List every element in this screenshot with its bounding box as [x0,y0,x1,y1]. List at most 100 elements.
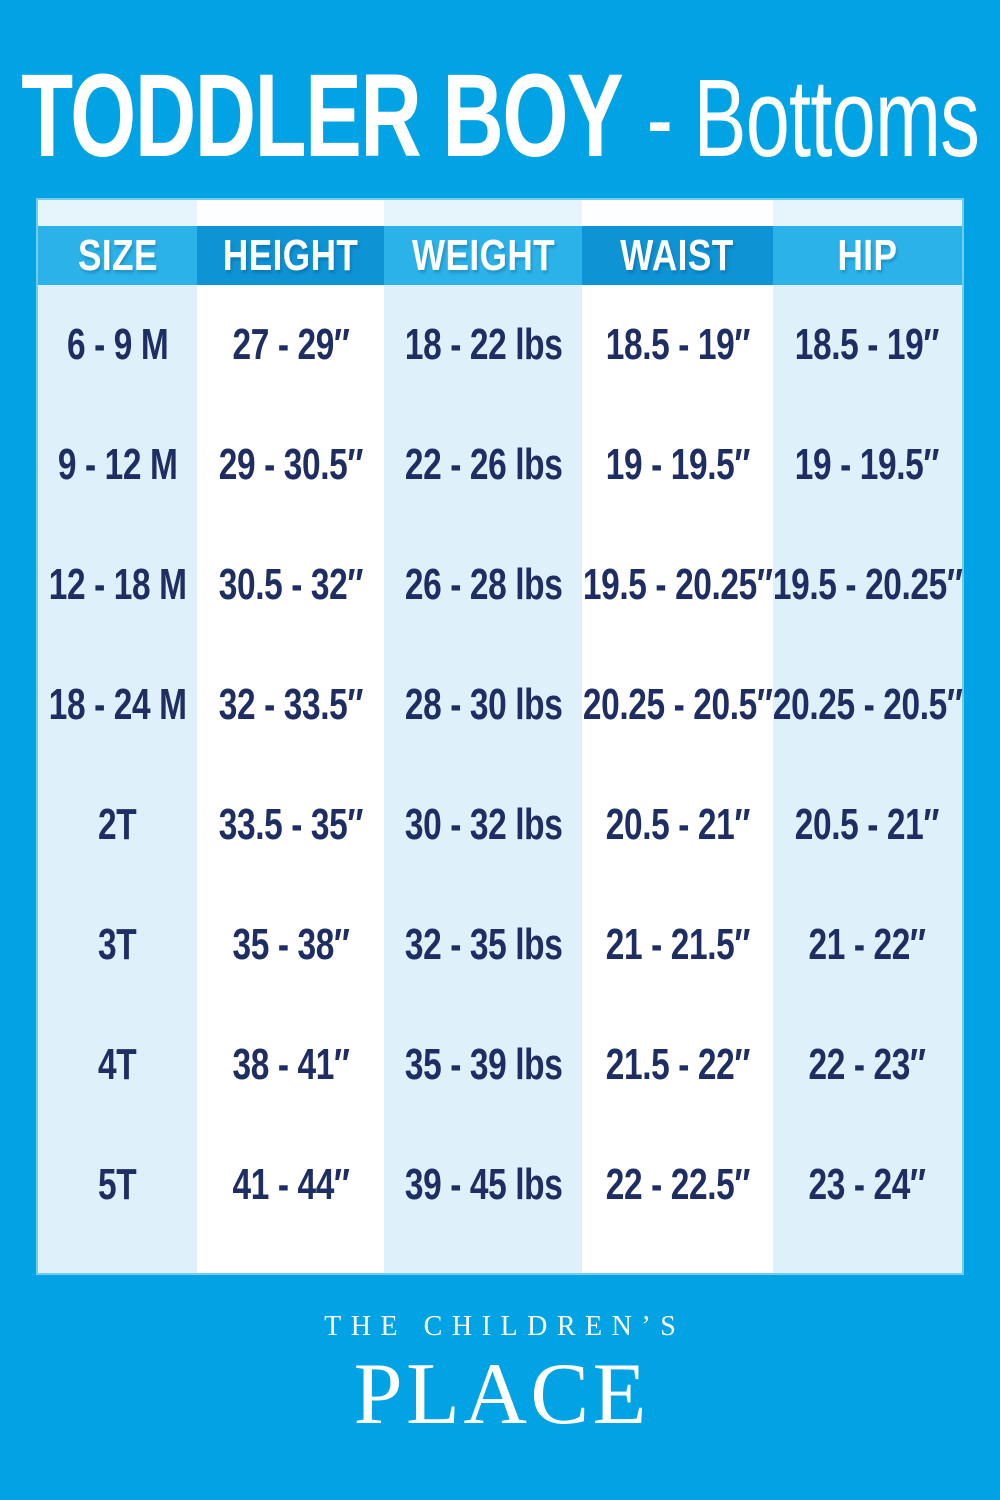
cell-value: 33.5 - 35″ [218,800,364,849]
cell-waist: 19 - 19.5″ [582,405,773,525]
header-cell-weight: WEIGHT [384,226,583,285]
cell-size: 9 - 12 M [38,405,197,525]
cell-size: 5T [38,1125,197,1245]
header-cell-height: HEIGHT [196,226,385,285]
cell-value: 18.5 - 19″ [605,320,750,369]
cell-value: 32 - 35 lbs [404,920,563,969]
cell-value: 3T [98,920,137,969]
header-label-size: SIZE [77,230,158,280]
table-row-5t: 5T 41 - 44″ 39 - 45 lbs 22 - 22.5″ 23 - … [38,1125,962,1245]
header-label-waist: WAIST [620,230,735,280]
cell-value: 19.5 - 20.25″ [582,560,773,609]
cell-value: 28 - 30 lbs [404,680,563,729]
cell-waist: 20.5 - 21″ [582,765,773,885]
cell-value: 21 - 21.5″ [605,920,750,969]
cell-weight: 28 - 30 lbs [384,645,583,765]
brand-logo-line1: THE CHILDREN’S [324,1311,686,1342]
cell-height: 32 - 33.5″ [196,645,385,765]
cell-value: 21 - 22″ [808,920,926,969]
cell-hip: 22 - 23″ [772,1005,962,1125]
cell-value: 27 - 29″ [232,320,350,369]
bottom-strip-cell [582,1245,773,1273]
cell-value: 18.5 - 19″ [795,320,940,369]
cell-value: 19.5 - 20.25″ [772,560,963,609]
cell-value: 35 - 39 lbs [404,1040,563,1089]
cell-value: 30 - 32 lbs [404,800,563,849]
bottom-strip-cell [196,1245,385,1273]
cell-height: 27 - 29″ [196,285,385,405]
table-row-3t: 3T 35 - 38″ 32 - 35 lbs 21 - 21.5″ 21 - … [38,885,962,1005]
table-row-12-18m: 12 - 18 M 30.5 - 32″ 26 - 28 lbs 19.5 - … [38,525,962,645]
cell-height: 35 - 38″ [196,885,385,1005]
table-bottom-strip [38,1245,962,1273]
cell-hip: 21 - 22″ [772,885,962,1005]
header-cell-waist: WAIST [582,226,773,285]
size-chart-table: SIZE HEIGHT WEIGHT WAIST HIP 6 - 9 M 27 … [38,200,962,1273]
cell-waist: 18.5 - 19″ [582,285,773,405]
bottom-strip-cell [384,1245,583,1273]
header-label-height: HEIGHT [223,230,359,280]
cell-value: 9 - 12 M [57,440,178,489]
cell-value: 20.25 - 20.5″ [582,680,773,729]
cell-value: 20.5 - 21″ [605,800,750,849]
cell-height: 38 - 41″ [196,1005,385,1125]
table-header-row: SIZE HEIGHT WEIGHT WAIST HIP [38,226,962,285]
cell-value: 39 - 45 lbs [404,1160,563,1209]
cell-value: 35 - 38″ [232,920,350,969]
cell-weight: 32 - 35 lbs [384,885,583,1005]
table-row-4t: 4T 38 - 41″ 35 - 39 lbs 21.5 - 22″ 22 - … [38,1005,962,1125]
cell-weight: 30 - 32 lbs [384,765,583,885]
header-cell-size: SIZE [38,226,197,285]
top-strip-cell [38,200,197,226]
cell-value: 22 - 26 lbs [404,440,563,489]
page-title-light: - Bottoms [646,57,980,180]
cell-value: 21.5 - 22″ [605,1040,750,1089]
brand-logo: THE CHILDREN’S PLACE [0,1310,1000,1440]
brand-logo-line2: PLACE [353,1346,650,1443]
cell-hip: 20.5 - 21″ [772,765,962,885]
cell-size: 6 - 9 M [38,285,197,405]
cell-value: 19 - 19.5″ [795,440,940,489]
cell-size: 4T [38,1005,197,1125]
cell-size: 18 - 24 M [38,645,197,765]
cell-weight: 26 - 28 lbs [384,525,583,645]
cell-weight: 18 - 22 lbs [384,285,583,405]
header-label-weight: WEIGHT [411,230,555,280]
cell-hip: 23 - 24″ [772,1125,962,1245]
cell-value: 22 - 22.5″ [605,1160,750,1209]
cell-value: 6 - 9 M [66,320,169,369]
top-strip-cell [582,200,773,226]
cell-value: 41 - 44″ [232,1160,350,1209]
cell-waist: 19.5 - 20.25″ [582,525,773,645]
table-top-strip [38,200,962,226]
page-title: TODDLER BOY - Bottoms [0,50,1000,182]
table-row-9-12m: 9 - 12 M 29 - 30.5″ 22 - 26 lbs 19 - 19.… [38,405,962,525]
bottom-strip-cell [772,1245,962,1273]
cell-height: 30.5 - 32″ [196,525,385,645]
cell-size: 2T [38,765,197,885]
cell-waist: 21.5 - 22″ [582,1005,773,1125]
header-label-hip: HIP [837,230,898,280]
cell-value: 4T [98,1040,137,1089]
bottom-strip-cell [38,1245,197,1273]
cell-value: 29 - 30.5″ [218,440,364,489]
cell-value: 30.5 - 32″ [218,560,364,609]
cell-size: 3T [38,885,197,1005]
cell-waist: 22 - 22.5″ [582,1125,773,1245]
cell-hip: 18.5 - 19″ [772,285,962,405]
cell-hip: 19.5 - 20.25″ [772,525,963,645]
cell-value: 38 - 41″ [232,1040,350,1089]
top-strip-cell [384,200,583,226]
cell-value: 23 - 24″ [808,1160,926,1209]
header-cell-hip: HIP [772,226,962,285]
cell-value: 20.5 - 21″ [795,800,940,849]
cell-value: 2T [98,800,137,849]
cell-hip: 19 - 19.5″ [772,405,962,525]
cell-value: 20.25 - 20.5″ [772,680,963,729]
cell-value: 32 - 33.5″ [218,680,364,729]
page-title-bold: TODDLER BOY [21,50,623,182]
table-row-2t: 2T 33.5 - 35″ 30 - 32 lbs 20.5 - 21″ 20.… [38,765,962,885]
cell-weight: 35 - 39 lbs [384,1005,583,1125]
cell-value: 22 - 23″ [808,1040,926,1089]
cell-value: 19 - 19.5″ [605,440,750,489]
